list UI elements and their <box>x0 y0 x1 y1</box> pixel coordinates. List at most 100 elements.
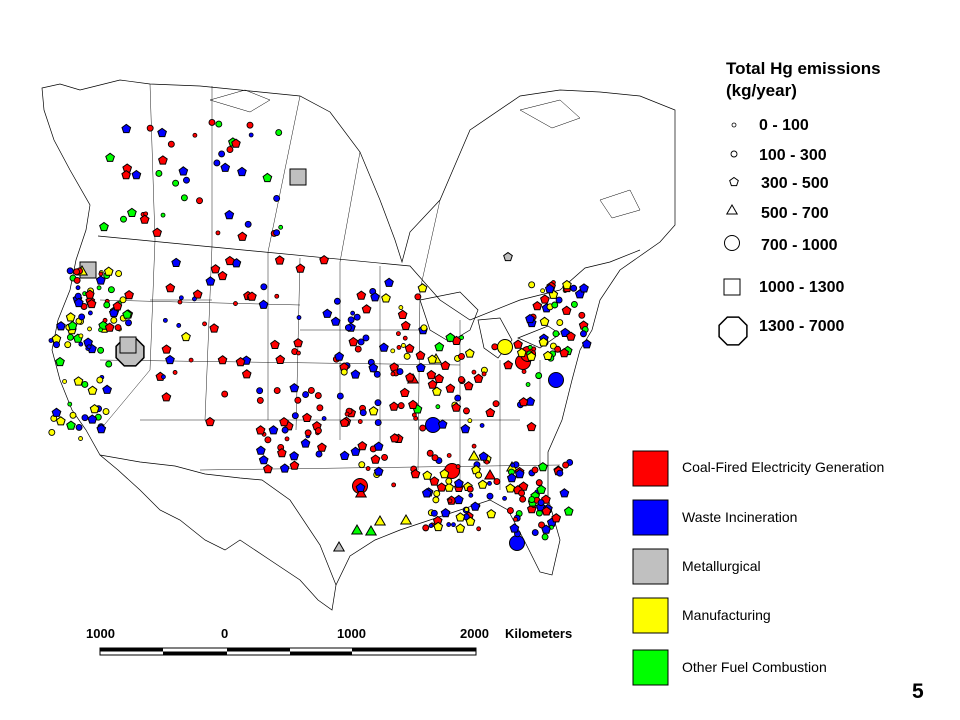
emission-source <box>319 254 329 265</box>
emission-source <box>226 146 234 154</box>
emission-source <box>521 369 527 374</box>
emission-source <box>215 230 221 236</box>
emission-source <box>481 371 487 377</box>
us-mexico-border <box>99 454 337 586</box>
emission-source <box>73 268 81 276</box>
emission-source <box>359 409 367 417</box>
emission-source <box>99 221 109 232</box>
emission-source <box>390 348 396 354</box>
emission-source <box>487 480 492 486</box>
emission-source <box>102 408 110 416</box>
emission-source <box>400 320 411 330</box>
emission-source <box>48 428 56 436</box>
emission-source <box>120 215 127 223</box>
emission-source <box>102 384 112 394</box>
emission-source <box>479 423 485 428</box>
emission-source <box>167 140 175 148</box>
emission-source <box>350 369 361 379</box>
legend-pentagon-icon <box>729 176 739 187</box>
scale-bar-segment <box>290 651 352 655</box>
emission-source <box>114 324 122 332</box>
emission-source <box>514 468 525 479</box>
legend-title-line1: Total Hg emissions <box>726 59 881 78</box>
emission-source <box>552 330 560 338</box>
emission-source <box>396 344 402 350</box>
emission-source <box>537 499 545 507</box>
emission-source <box>403 352 411 360</box>
emission-source <box>196 197 203 205</box>
emission-source <box>178 295 184 301</box>
emission-source <box>368 362 379 373</box>
emission-source <box>528 281 536 289</box>
emission-source <box>87 385 98 395</box>
emission-source <box>67 320 78 331</box>
emission-source <box>458 352 465 360</box>
emission-source <box>165 354 175 365</box>
emission-source <box>506 472 517 483</box>
emission-source <box>525 382 531 387</box>
emission-source <box>279 416 289 427</box>
emission-source <box>555 296 563 304</box>
scale-bar-segment <box>227 648 290 652</box>
emission-source <box>66 267 74 275</box>
emission-source <box>336 392 344 400</box>
legend-small-circle-icon <box>730 150 738 158</box>
emission-source <box>429 476 440 486</box>
emission-source <box>434 373 444 383</box>
emission-source <box>96 376 104 384</box>
emission-source <box>294 396 302 404</box>
emission-source <box>414 293 422 301</box>
emission-source <box>66 420 76 430</box>
emission-source <box>381 453 389 461</box>
emission-source <box>62 379 67 384</box>
emission-source <box>279 463 290 473</box>
emission-source <box>374 419 382 426</box>
emission-source <box>451 402 462 412</box>
emission-source <box>235 356 246 367</box>
emission-source <box>350 446 361 456</box>
emission-source <box>401 343 406 348</box>
emission-source <box>525 313 535 324</box>
emission-source <box>295 263 306 273</box>
emission-source <box>505 483 516 493</box>
legend-circle-icon <box>724 235 740 251</box>
emission-source <box>463 380 474 391</box>
emission-source <box>81 414 89 422</box>
emission-source <box>73 376 84 386</box>
emission-source <box>51 407 62 417</box>
emission-source <box>398 305 404 310</box>
emission-source <box>139 214 150 224</box>
emission-source <box>358 461 366 469</box>
emission-source <box>373 466 384 476</box>
emission-source <box>81 381 89 388</box>
emission-source <box>161 374 166 380</box>
emission-source <box>264 436 272 444</box>
emission-source <box>115 270 123 278</box>
emission-source <box>155 170 163 177</box>
emission-source <box>471 443 477 449</box>
emission-source <box>562 461 570 469</box>
emission-source <box>566 331 576 341</box>
emission-source <box>98 327 103 333</box>
emission-source <box>262 172 273 183</box>
emission-source <box>364 525 378 536</box>
emission-source <box>188 357 194 363</box>
emission-source <box>433 521 444 532</box>
emission-source <box>330 316 341 326</box>
emission-source <box>513 516 518 522</box>
emission-source <box>486 492 494 500</box>
emission-source <box>476 526 482 532</box>
scale-bar <box>99 647 477 656</box>
emission-source <box>434 341 445 352</box>
emission-source <box>181 331 191 342</box>
emission-source <box>237 231 248 241</box>
swatch-waste-incineration <box>632 499 669 536</box>
emission-source <box>416 362 426 372</box>
emission-source <box>502 495 507 501</box>
legend-triangle-icon <box>725 204 739 215</box>
emission-source <box>160 212 166 218</box>
emission-source <box>53 341 60 349</box>
emission-source <box>435 404 441 410</box>
emission-source <box>503 360 514 370</box>
emission-source <box>541 533 549 541</box>
